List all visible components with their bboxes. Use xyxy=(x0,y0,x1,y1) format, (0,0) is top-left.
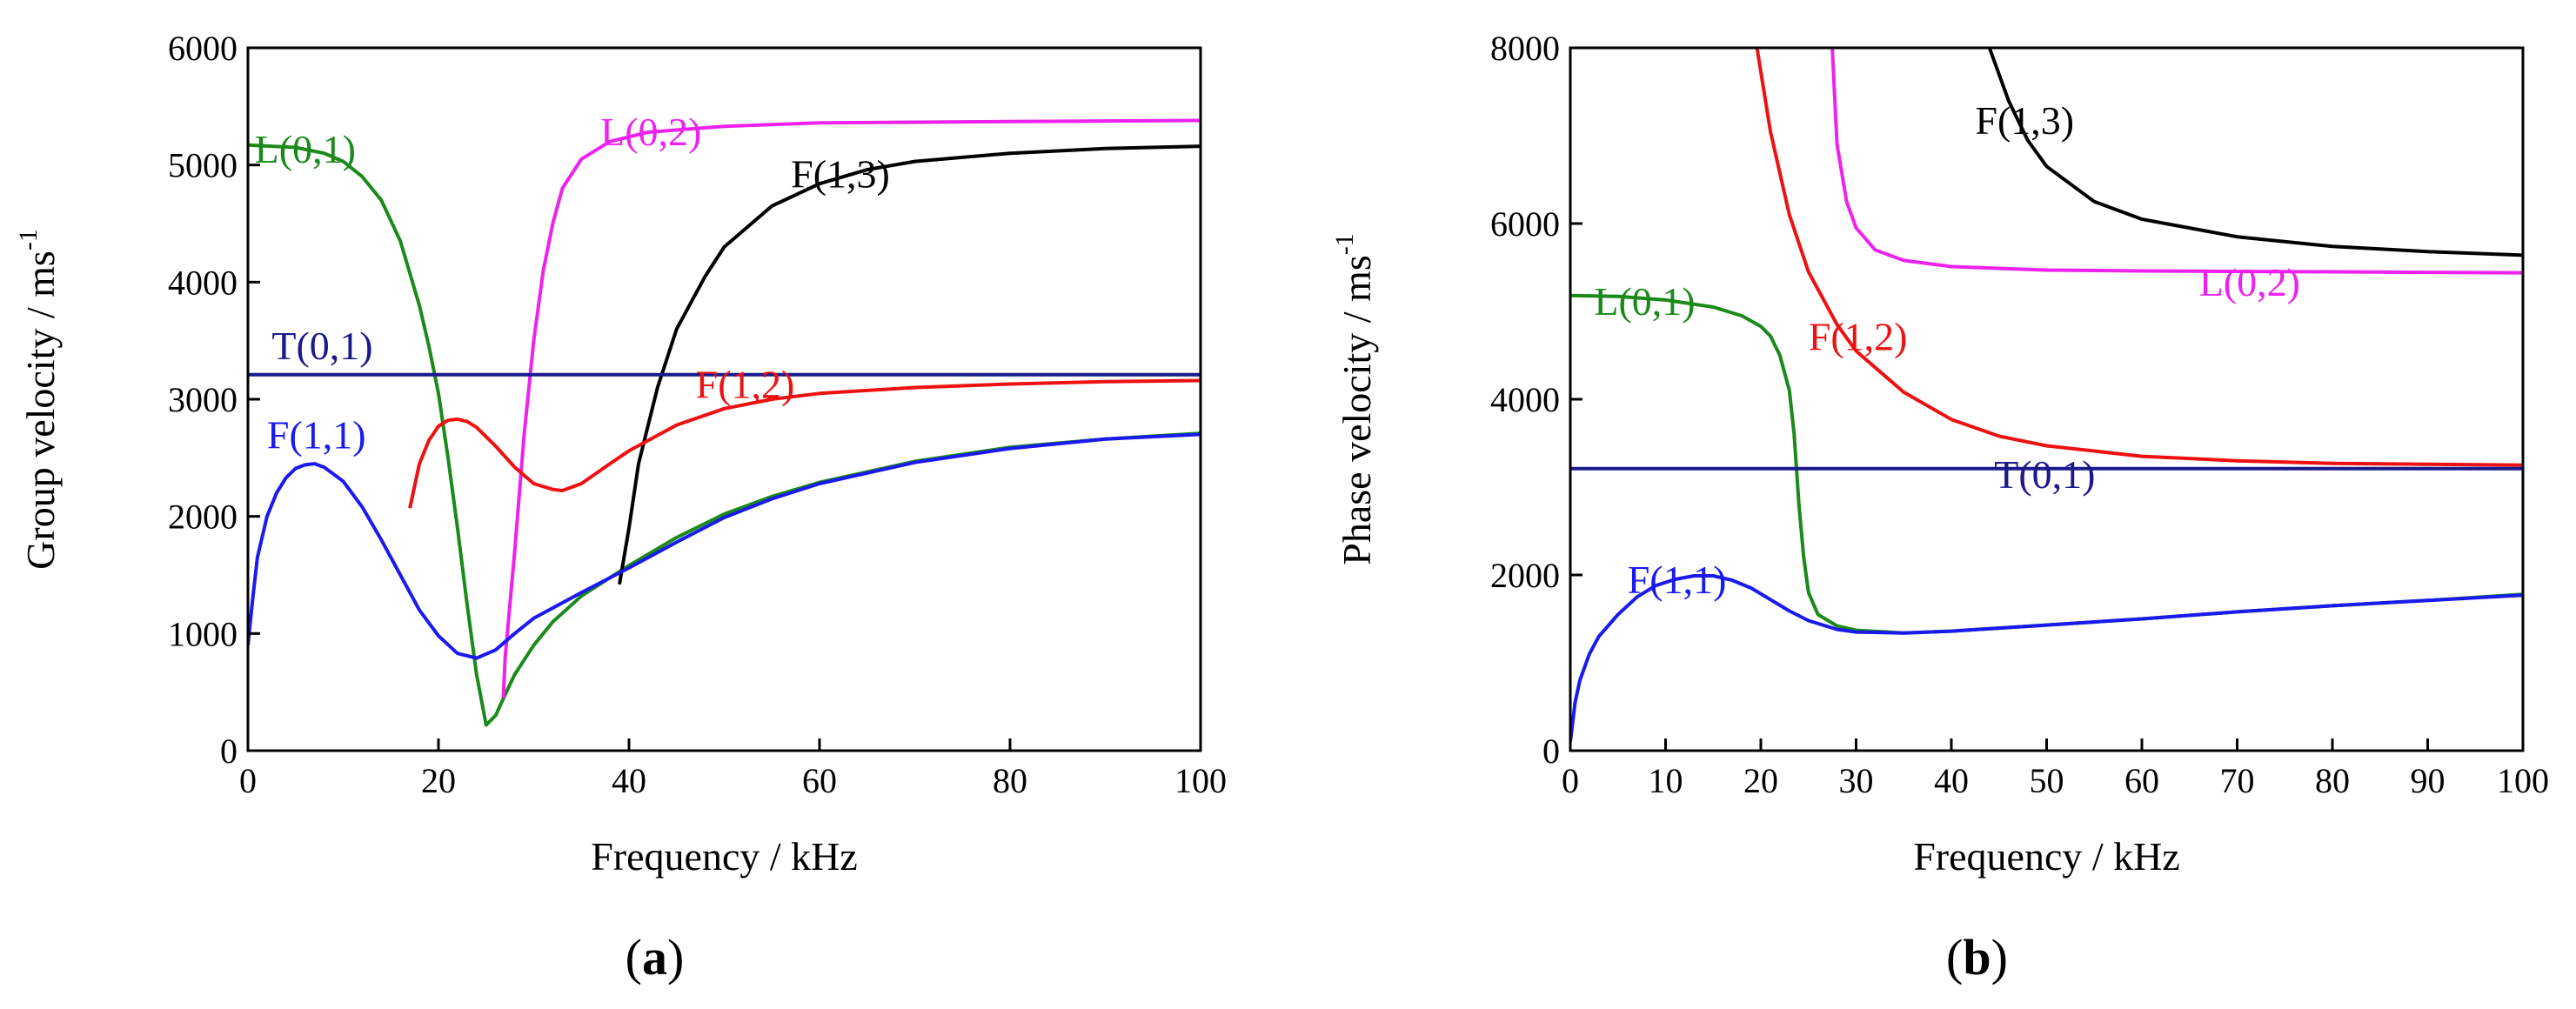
plot-b-ytick-label: 0 xyxy=(1542,732,1560,771)
plot-b-ylabel: Phase velocity / ms-1 xyxy=(1330,233,1379,565)
plot-a-xtick-label: 40 xyxy=(612,761,646,800)
plot-b-ticks: 0 10 20 30 40 50 60 70 80 90 100 0 2000 4000 6000 8000 xyxy=(1490,29,2549,800)
curve-label-a-f-1-2: F(1,2) xyxy=(696,363,795,407)
curve-label-b-l-0-2: L(0,2) xyxy=(2199,260,2300,304)
curve-label-a-l-0-1: L(0,1) xyxy=(255,127,356,171)
plot-a-xtick-label: 20 xyxy=(421,761,456,800)
plot-a-ytick-label: 3000 xyxy=(168,380,238,419)
curve-label-b-l-0-1: L(0,1) xyxy=(1594,279,1695,324)
phase-velocity-chart: 0 10 20 30 40 50 60 70 80 90 10002000400060008000 … xyxy=(1330,29,2549,986)
curve-a-f-1-2 xyxy=(408,378,1201,509)
curve-label-b-f-1-1: F(1,1) xyxy=(1628,558,1727,602)
plot-b-ytick-label: 6000 xyxy=(1490,204,1560,244)
plot-b-ytick-label: 4000 xyxy=(1490,380,1560,419)
plot-b-xtick-label: 100 xyxy=(2497,761,2549,800)
plot-b-xtick-label: 0 xyxy=(1562,761,1579,800)
curve-a-f-1-3 xyxy=(618,144,1201,585)
plot-a-curves xyxy=(248,118,1201,727)
curve-b-f-1-1 xyxy=(1570,574,2523,743)
plot-a-xtick-label: 60 xyxy=(802,761,837,800)
panel-label-a-letter: a xyxy=(642,929,667,986)
plot-b-frame xyxy=(1569,46,2525,752)
plot-a-frame xyxy=(246,46,1202,752)
plot-a-annotations: L(0,1) L(0,2) F(1,3) T(0,1) F(1,2) F(1,1) xyxy=(255,110,890,458)
plot-b-xlabel: Frequency / kHz xyxy=(1913,834,2180,879)
plot-b-xtick-label: 80 xyxy=(2315,761,2350,800)
plot-a-xtick-label: 100 xyxy=(1174,761,1227,800)
curve-b-f-1-2 xyxy=(1755,48,2523,467)
plot-b-ytick-label: 2000 xyxy=(1490,556,1560,595)
plot-b-xtick-label: 90 xyxy=(2411,761,2446,800)
plot-a-ytick-label: 4000 xyxy=(168,263,238,302)
plot-a-ylabel-main: Group velocity / ms xyxy=(18,251,63,570)
plot-b-xtick-label: 30 xyxy=(1839,761,1874,800)
panel-label-b: (b) xyxy=(1946,929,2008,986)
plot-a-ytick-label: 0 xyxy=(220,732,238,771)
plot-a-ytick-label: 5000 xyxy=(168,146,238,185)
curve-label-b-f-1-2: F(1,2) xyxy=(1809,314,1908,358)
curve-label-a-t-0-1: T(0,1) xyxy=(271,324,372,368)
plot-b-xtick-label: 60 xyxy=(2124,761,2159,800)
plot-a-xlabel: Frequency / kHz xyxy=(591,834,858,879)
curve-b-f-1-3 xyxy=(1987,48,2523,257)
curve-a-f-1-1 xyxy=(248,432,1201,660)
plot-b-xtick-label: 10 xyxy=(1649,761,1683,800)
curve-label-b-f-1-3: F(1,3) xyxy=(1975,98,2074,143)
plot-a-ytick-label: 6000 xyxy=(168,29,238,68)
plot-b-curves xyxy=(1570,48,2523,743)
plot-a-xtick-label: 0 xyxy=(239,761,257,800)
plot-a-ylabel-sup: -1 xyxy=(14,229,43,251)
plot-b-ylabel-main: Phase velocity / ms xyxy=(1335,255,1379,565)
panel-label-a: (a) xyxy=(626,929,685,986)
curve-label-a-f-1-3: F(1,3) xyxy=(791,151,890,196)
plot-b-annotations: F(1,3) L(0,2) L(0,1) F(1,2) T(0,1) F(1,1) xyxy=(1594,98,2300,602)
curve-label-a-l-0-2: L(0,2) xyxy=(600,110,701,154)
curve-label-a-f-1-1: F(1,1) xyxy=(267,413,366,458)
curve-label-b-t-0-1: T(0,1) xyxy=(1994,452,2095,497)
plot-a-xtick-label: 80 xyxy=(993,761,1027,800)
plot-b-xtick-label: 70 xyxy=(2220,761,2255,800)
plot-b-xtick-label: 40 xyxy=(1934,761,1969,800)
plot-a-ytick-label: 2000 xyxy=(168,498,238,537)
plot-b-xtick-label: 20 xyxy=(1743,761,1778,800)
plot-b-ytick-label: 8000 xyxy=(1490,29,1560,68)
plot-b-xtick-label: 50 xyxy=(2030,761,2064,800)
plot-b-ylabel-sup: -1 xyxy=(1330,233,1359,255)
curve-a-l-0-1 xyxy=(248,143,1201,727)
plot-a-ytick-label: 1000 xyxy=(168,614,238,653)
plot-a-ylabel: Group velocity / ms-1 xyxy=(14,229,63,570)
curve-b-l-0-2 xyxy=(1830,48,2523,275)
curve-a-l-0-2 xyxy=(501,118,1201,698)
panel-label-b-letter: b xyxy=(1963,929,1991,986)
